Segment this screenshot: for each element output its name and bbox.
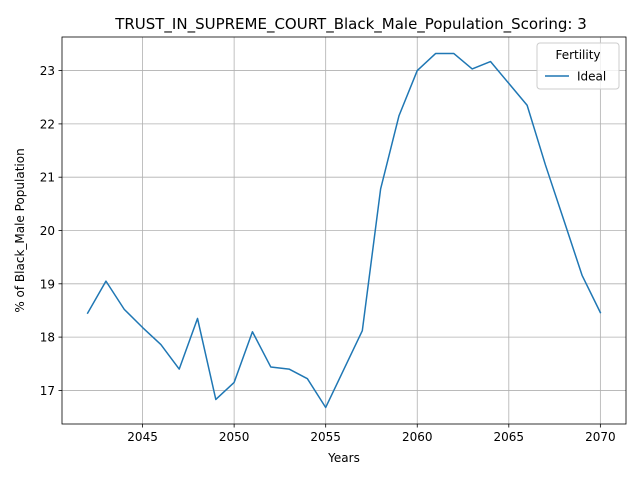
- x-tick-label: 2070: [585, 430, 616, 444]
- legend-box: [536, 42, 620, 90]
- x-axis-ticks: 2045 2050 2055 2060 2065 2070: [127, 424, 616, 444]
- legend-label: Ideal: [577, 70, 606, 84]
- y-tick-label: 23: [40, 64, 55, 78]
- x-tick-label: 2055: [310, 430, 341, 444]
- y-axis-ticks: 17 18 19 20 21 22 23: [40, 64, 62, 398]
- legend: Fertility Ideal: [536, 42, 620, 90]
- series-lines: [86, 52, 602, 409]
- y-tick-label: 22: [40, 117, 55, 131]
- series-line-ideal: [86, 52, 602, 409]
- x-tick-label: 2050: [219, 430, 250, 444]
- grid-lines: [62, 37, 626, 424]
- x-axis-label: Years: [327, 451, 360, 465]
- y-tick-label: 21: [40, 171, 55, 185]
- x-tick-label: 2065: [494, 430, 525, 444]
- y-tick-label: 17: [40, 384, 55, 398]
- legend-entries: Ideal: [545, 70, 606, 84]
- y-tick-label: 19: [40, 277, 55, 291]
- y-tick-label: 18: [40, 331, 55, 345]
- y-axis-label: % of Black_Male Population: [13, 148, 27, 312]
- x-tick-label: 2045: [127, 430, 158, 444]
- legend-title: Fertility: [555, 48, 600, 62]
- x-tick-label: 2060: [402, 430, 433, 444]
- chart-title: TRUST_IN_SUPREME_COURT_Black_Male_Popula…: [114, 15, 587, 34]
- y-tick-label: 20: [40, 224, 55, 238]
